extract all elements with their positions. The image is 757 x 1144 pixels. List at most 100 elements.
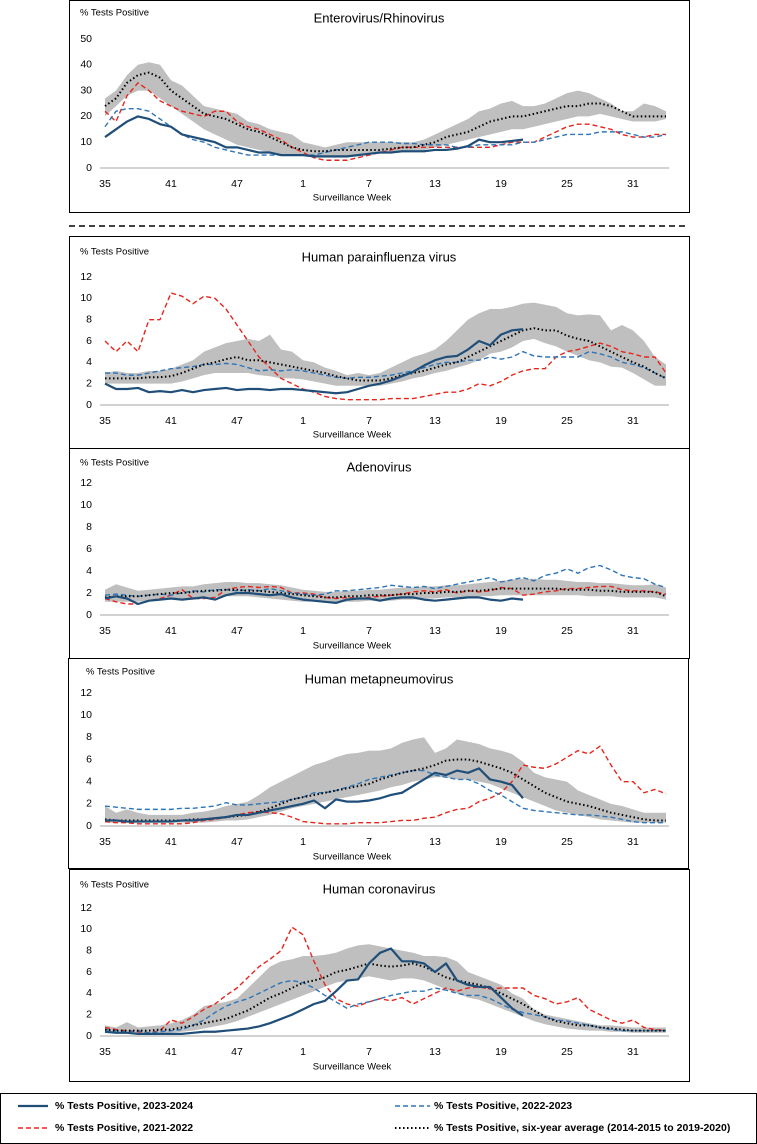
x-tick-label: 47: [231, 415, 243, 427]
y-tick-label: 8: [86, 313, 92, 325]
panel-box: [69, 869, 690, 1082]
series-line: [104, 115, 524, 158]
x-tick-label: 1: [300, 178, 306, 190]
x-tick-label: 31: [627, 415, 639, 427]
panel-box: [68, 658, 689, 869]
y-axis-label: % Tests Positive: [86, 667, 155, 678]
y-tick-label: 0: [86, 609, 92, 621]
y-tick-label: 12: [80, 687, 92, 699]
range-band: [105, 62, 666, 158]
y-axis-label: % Tests Positive: [80, 247, 149, 258]
chart-title: Human coronavirus: [323, 881, 436, 896]
x-tick-label: 47: [231, 625, 243, 637]
y-tick-label: 30: [80, 84, 92, 96]
y-tick-label: 6: [86, 335, 92, 347]
y-axis-label: % Tests Positive: [80, 458, 149, 469]
series-line: [104, 769, 666, 824]
range-band: [105, 737, 666, 823]
x-tick-label: 35: [99, 1046, 111, 1058]
chart-title: Human parainfluenza virus: [302, 249, 457, 264]
series-line: [104, 947, 524, 1035]
legend-label: % Tests Positive, six-year average (2014…: [434, 1122, 730, 1134]
range-band: [105, 302, 666, 386]
legend-label: % Tests Positive, 2023-2024: [55, 1100, 193, 1112]
series-line: [104, 745, 667, 825]
x-tick-label: 35: [99, 836, 111, 848]
x-tick-label: 7: [366, 836, 372, 848]
x-tick-label: 35: [99, 625, 111, 637]
x-tick-label: 47: [231, 178, 243, 190]
x-tick-label: 7: [366, 625, 372, 637]
y-tick-label: 6: [86, 966, 92, 978]
y-axis-label: % Tests Positive: [80, 8, 149, 19]
y-tick-label: 10: [80, 292, 92, 304]
x-tick-label: 19: [495, 178, 507, 190]
series-line: [104, 328, 524, 395]
chart-title: Human metapneumovirus: [305, 671, 454, 686]
x-tick-label: 25: [561, 1046, 573, 1058]
y-tick-label: 0: [86, 399, 92, 411]
chart-title: Enterovirus/Rhinovirus: [314, 10, 445, 25]
y-tick-label: 4: [86, 987, 92, 999]
x-tick-label: 41: [165, 415, 177, 427]
y-tick-label: 6: [86, 543, 92, 555]
x-tick-label: 1: [300, 1046, 306, 1058]
x-tick-label: 19: [495, 1046, 507, 1058]
y-tick-label: 10: [80, 709, 92, 721]
x-tick-label: 47: [231, 836, 243, 848]
y-tick-label: 2: [86, 587, 92, 599]
x-tick-label: 35: [99, 415, 111, 427]
x-tick-label: 31: [627, 1046, 639, 1058]
x-tick-label: 19: [495, 415, 507, 427]
x-tick-label: 41: [165, 836, 177, 848]
x-tick-label: 1: [300, 625, 306, 637]
x-tick-label: 25: [561, 836, 573, 848]
x-tick-label: 13: [429, 415, 441, 427]
x-tick-label: 7: [366, 178, 372, 190]
x-tick-label: 35: [99, 178, 111, 190]
legend-label: % Tests Positive, 2021-2022: [55, 1122, 193, 1134]
y-tick-label: 12: [80, 477, 92, 489]
x-axis-label: Surveillance Week: [313, 430, 392, 441]
y-tick-label: 10: [80, 136, 92, 148]
x-tick-label: 1: [300, 415, 306, 427]
y-tick-label: 4: [86, 775, 92, 787]
x-tick-label: 13: [429, 1046, 441, 1058]
series-line: [104, 82, 666, 161]
series-line: [104, 758, 666, 822]
y-tick-label: 50: [80, 33, 92, 45]
chart-title: Adenovirus: [346, 459, 412, 474]
y-tick-label: 4: [86, 565, 92, 577]
x-tick-label: 13: [429, 178, 441, 190]
x-axis-label: Surveillance Week: [313, 641, 392, 652]
series-line: [104, 71, 666, 153]
x-tick-label: 41: [165, 1046, 177, 1058]
y-tick-label: 12: [80, 902, 92, 914]
x-tick-label: 19: [495, 836, 507, 848]
legend-label: % Tests Positive, 2022-2023: [434, 1100, 572, 1112]
panel-box: [69, 448, 690, 659]
y-tick-label: 10: [80, 923, 92, 935]
series-line: [104, 591, 524, 606]
x-tick-label: 7: [366, 1046, 372, 1058]
series-line: [105, 350, 667, 380]
y-tick-label: 4: [86, 356, 92, 368]
series-line: [104, 564, 667, 597]
y-tick-label: 8: [86, 731, 92, 743]
x-tick-label: 19: [495, 625, 507, 637]
series-line: [104, 587, 667, 599]
y-axis-label: % Tests Positive: [80, 880, 149, 891]
panel-box: [69, 0, 690, 213]
x-axis-label: Surveillance Week: [313, 1062, 392, 1073]
series-line: [104, 926, 667, 1034]
x-tick-label: 7: [366, 415, 372, 427]
x-tick-label: 25: [561, 415, 573, 427]
x-tick-label: 31: [627, 836, 639, 848]
y-tick-label: 10: [80, 499, 92, 511]
y-tick-label: 20: [80, 110, 92, 122]
x-tick-label: 31: [627, 625, 639, 637]
x-tick-label: 25: [561, 625, 573, 637]
series-line: [105, 767, 524, 823]
